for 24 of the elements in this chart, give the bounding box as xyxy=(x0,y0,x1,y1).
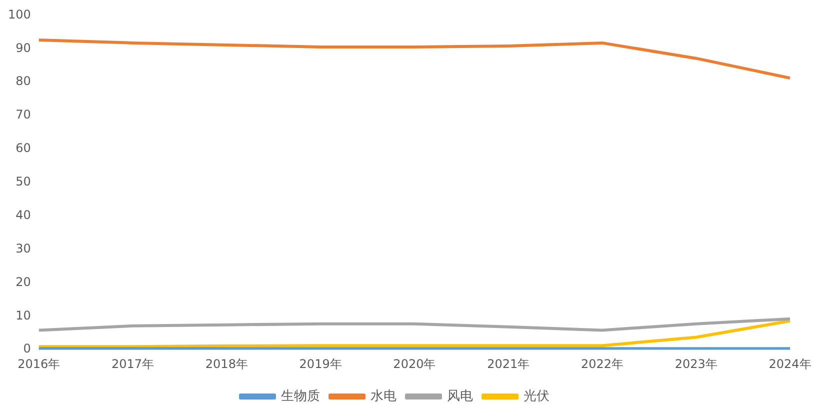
x-tick-label: 2022年 xyxy=(580,356,624,371)
legend-label: 风电 xyxy=(447,388,473,404)
y-tick-label: 20 xyxy=(16,274,31,289)
x-tick-label: 2020年 xyxy=(393,356,436,371)
y-tick-label: 50 xyxy=(16,174,31,189)
x-tick-label: 2017年 xyxy=(112,356,154,371)
x-tick-label: 2024年 xyxy=(768,356,812,371)
y-tick-label: 100 xyxy=(8,7,31,22)
x-tick-label: 2021年 xyxy=(487,356,530,371)
y-tick-label: 40 xyxy=(16,208,31,222)
x-tick-label: 2023年 xyxy=(674,356,718,371)
x-tick-label: 2018年 xyxy=(205,356,248,371)
x-tick-label: 2016年 xyxy=(18,356,60,371)
legend-label: 水电 xyxy=(370,388,396,404)
y-tick-label: 0 xyxy=(23,342,31,356)
x-tick-label: 2019年 xyxy=(299,356,342,371)
y-tick-label: 30 xyxy=(16,241,31,256)
y-tick-label: 60 xyxy=(16,141,31,156)
legend-label: 生物质 xyxy=(281,388,320,404)
legend-label: 光伏 xyxy=(524,388,550,404)
y-tick-label: 90 xyxy=(16,40,31,55)
y-tick-label: 70 xyxy=(16,108,31,122)
y-tick-label: 80 xyxy=(16,74,31,88)
y-tick-label: 10 xyxy=(16,308,31,322)
